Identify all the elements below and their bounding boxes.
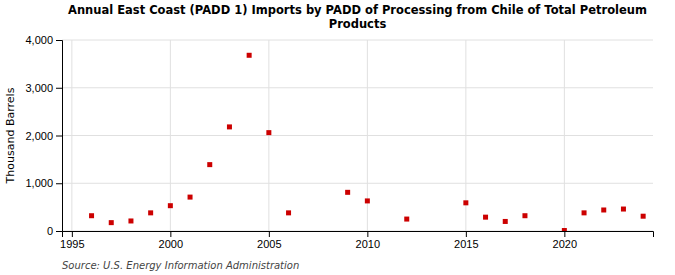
point	[562, 228, 567, 231]
y-tick-label: 4,000	[25, 34, 53, 46]
x-tick-mark	[466, 231, 467, 237]
x-tick-mark	[564, 231, 565, 237]
y-tick-mark	[56, 88, 62, 89]
y-tick-label: 2,000	[25, 130, 53, 142]
x-tick-mark	[72, 231, 73, 237]
points	[89, 53, 646, 231]
point	[109, 220, 114, 225]
x-grid-line	[268, 40, 269, 231]
x-axis: 1995 2000 2005 2010 2015 2020	[60, 231, 653, 250]
y-tick: 4,000	[25, 34, 62, 46]
point	[266, 130, 271, 135]
y-tick-mark	[56, 40, 62, 41]
plot-area: 1995 2000 2005 2010 2015 2020 0 1,000 2,000 3,000…	[25, 34, 653, 250]
x-tick-label: 1995	[60, 238, 84, 250]
y-tick-label: 1,000	[25, 177, 53, 189]
x-tick-label: 2020	[553, 238, 577, 250]
y-tick-mark	[56, 136, 62, 137]
point	[503, 219, 508, 224]
point	[463, 200, 468, 205]
x-grid-line	[564, 40, 565, 231]
point	[483, 215, 488, 220]
y-tick-label: 0	[47, 225, 53, 237]
x-tick-label: 2010	[356, 238, 380, 250]
y-tick: 2,000	[25, 130, 62, 142]
point	[582, 210, 587, 215]
point	[522, 213, 527, 218]
x-tick-label: 2015	[454, 238, 478, 250]
x-tick-label: 2000	[159, 238, 183, 250]
point	[286, 210, 291, 215]
y-tick: 0	[47, 225, 62, 237]
point	[227, 124, 232, 129]
y-tick: 1,000	[25, 177, 62, 189]
y-axis-line	[56, 41, 63, 232]
x-tick: 2005	[257, 231, 281, 250]
title-line: Annual East Coast (PADD 1) Imports by PA…	[68, 3, 647, 17]
point	[621, 207, 626, 212]
title-line: Products	[329, 17, 387, 31]
x-tick: 2015	[454, 231, 478, 250]
point	[345, 190, 350, 195]
point	[148, 210, 153, 215]
y-axis: 0 1,000 2,000 3,000 4,000	[25, 34, 62, 237]
point	[207, 162, 212, 167]
point	[641, 214, 646, 219]
x-grid-line	[71, 40, 72, 231]
point	[89, 213, 94, 218]
x-tick-label: 2005	[257, 238, 281, 250]
y-tick: 3,000	[25, 82, 62, 94]
point	[601, 207, 606, 212]
x-tick-mark	[170, 231, 171, 237]
x-tick: 2000	[159, 231, 183, 250]
y-axis-label: Thousand Barrels	[4, 87, 17, 184]
x-grid-line	[170, 40, 171, 231]
point	[128, 218, 133, 223]
y-tick-mark	[56, 231, 62, 232]
y-tick-mark	[56, 183, 62, 184]
point	[404, 217, 409, 222]
x-tick: 2010	[356, 231, 380, 250]
point	[247, 53, 252, 58]
y-tick-label: 3,000	[25, 82, 53, 94]
x-tick-mark	[269, 231, 270, 237]
annotation: Source: U.S. Energy Information Administ…	[62, 260, 299, 271]
chart: 1995 2000 2005 2010 2015 2020 0 1,000 2,000 3,000…	[0, 0, 675, 275]
title: Annual East Coast (PADD 1) Imports by PA…	[68, 3, 647, 31]
x-tick: 2020	[553, 231, 577, 250]
point	[365, 198, 370, 203]
point	[168, 203, 173, 208]
x-axis-line	[63, 232, 654, 238]
x-tick-mark	[367, 231, 368, 237]
x-tick: 1995	[60, 231, 84, 250]
grid	[62, 40, 653, 231]
point	[188, 195, 193, 200]
